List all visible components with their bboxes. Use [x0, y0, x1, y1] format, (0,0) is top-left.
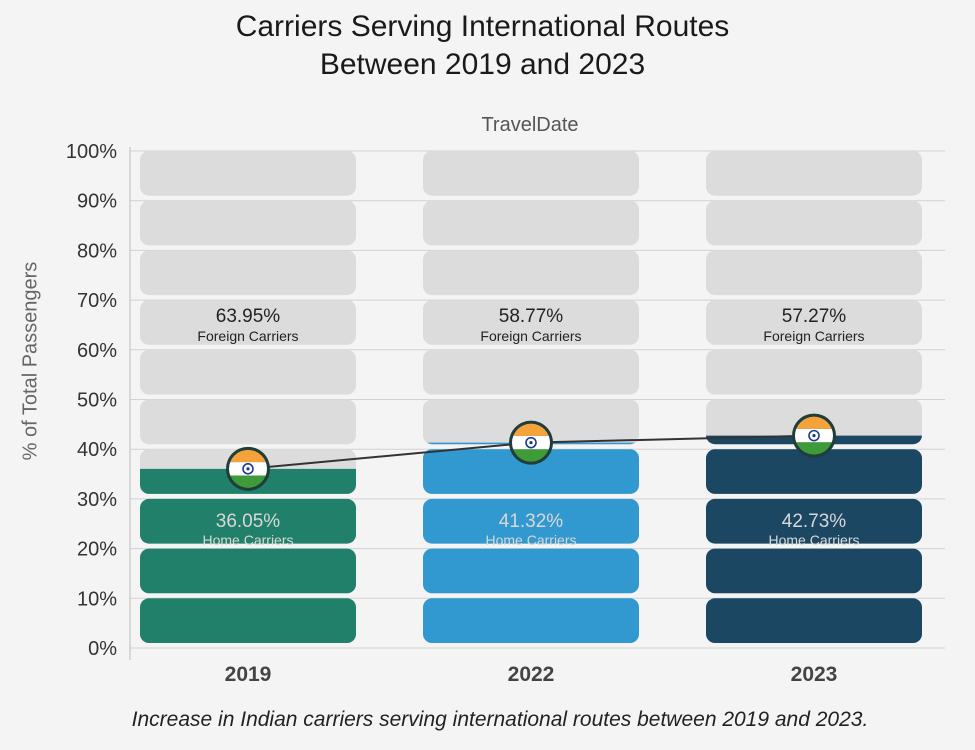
foreign-carriers-bar-segment [706, 250, 922, 296]
foreign-carriers-bar-segment [706, 151, 922, 196]
flag-stripes [229, 449, 267, 488]
y-tick-label: 70% [77, 290, 117, 312]
chart-caption: Increase in Indian carriers serving inte… [131, 708, 869, 731]
home-carriers-bar-segment [706, 498, 922, 544]
home-carriers-bar-segment [423, 548, 639, 594]
india-flag-icon [509, 420, 553, 465]
flag-saffron-stripe [229, 449, 267, 463]
chart-title-line-2: Between 2019 and 2023 [319, 48, 646, 81]
home-carriers-bar [423, 442, 639, 643]
home-carriers-bar-segment [423, 598, 639, 643]
x-tick-label: 2019 [225, 663, 272, 686]
home-carriers-value-label: 41.32% [499, 511, 564, 532]
foreign-carriers-bar-segment [140, 399, 356, 445]
home-carriers-series-label: Home Carriers [485, 532, 576, 548]
foreign-carriers-series-label: Foreign Carriers [197, 328, 298, 344]
foreign-carriers-series-label: Foreign Carriers [480, 328, 581, 344]
home-carriers-value-label: 42.73% [782, 511, 847, 532]
foreign-carriers-value-label: 63.95% [216, 306, 281, 327]
foreign-carriers-bar-segment [140, 151, 356, 196]
foreign-carriers-bar-segment [423, 300, 639, 345]
flag-saffron-stripe [512, 423, 550, 436]
chart-title-line-1: Carriers Serving International Routes [235, 10, 730, 43]
foreign-carriers-bar-segment [423, 200, 639, 246]
flag-chakra-hub [529, 441, 533, 445]
y-tick-label: 90% [77, 191, 117, 213]
foreign-carriers-bar-segment [423, 250, 639, 296]
home-carriers-series-label: Home Carriers [202, 532, 293, 548]
chart-title: Carriers Serving International Routes Be… [0, 8, 965, 84]
home-carriers-series-label: Home Carriers [768, 532, 859, 548]
india-flag-icon [792, 413, 836, 458]
x-tick-label: 2023 [791, 663, 838, 686]
home-carriers-bar [706, 435, 922, 643]
foreign-carriers-bar-segment [140, 300, 356, 345]
foreign-carriers-bar-segment [423, 151, 639, 196]
foreign-carriers-bar-segment [706, 300, 922, 345]
flag-saffron-stripe [795, 416, 833, 429]
foreign-carriers-series-label: Foreign Carriers [763, 328, 864, 344]
foreign-carriers-value-label: 57.27% [782, 306, 847, 327]
flag-chakra [242, 463, 254, 475]
foreign-carriers-bar-segment [706, 349, 922, 395]
home-carriers-bar-segment [140, 498, 356, 544]
y-tick-label: 30% [77, 489, 117, 511]
flag-chakra [808, 429, 820, 442]
home-carriers-value-label: 36.05% [216, 511, 281, 532]
y-tick-label: 20% [77, 539, 117, 561]
chart-subtitle: TravelDate [481, 114, 579, 136]
y-tick-label: 50% [77, 390, 117, 412]
foreign-carriers-value-label: 58.77% [499, 306, 564, 327]
home-carriers-bar-segment [140, 598, 356, 643]
foreign-carriers-bar-segment [140, 349, 356, 395]
x-tick-label: 2022 [508, 663, 555, 686]
y-tick-label: 100% [66, 141, 117, 163]
home-carriers-bar-segment [423, 449, 639, 494]
flag-green-stripe [229, 475, 267, 488]
y-tick-label: 40% [77, 439, 117, 461]
foreign-carriers-bar-segment [140, 250, 356, 296]
foreign-carriers-bar-segment [140, 200, 356, 246]
foreign-carriers-bar-segment [423, 349, 639, 395]
flag-green-stripe [512, 449, 550, 462]
foreign-carriers-bar-segment [706, 200, 922, 246]
flag-chakra-hub [812, 434, 816, 438]
flag-chakra-hub [246, 467, 250, 471]
home-carriers-bar-segment [706, 449, 922, 494]
india-flag-icon [226, 446, 270, 491]
y-tick-label: 80% [77, 240, 117, 262]
home-carriers-bar-segment [423, 498, 639, 544]
y-tick-label: 0% [88, 638, 117, 660]
home-carriers-bar-segment [140, 548, 356, 594]
flag-green-stripe [795, 442, 833, 455]
flag-chakra [525, 436, 537, 449]
home-carriers-bar-segment [706, 598, 922, 643]
y-tick-label: 60% [77, 340, 117, 362]
home-carriers-bar-segment [706, 548, 922, 594]
plot-area: 0%10%20%30%40%50%60%70%80%90%100%63.95%F… [66, 141, 945, 686]
y-tick-label: 10% [77, 588, 117, 610]
